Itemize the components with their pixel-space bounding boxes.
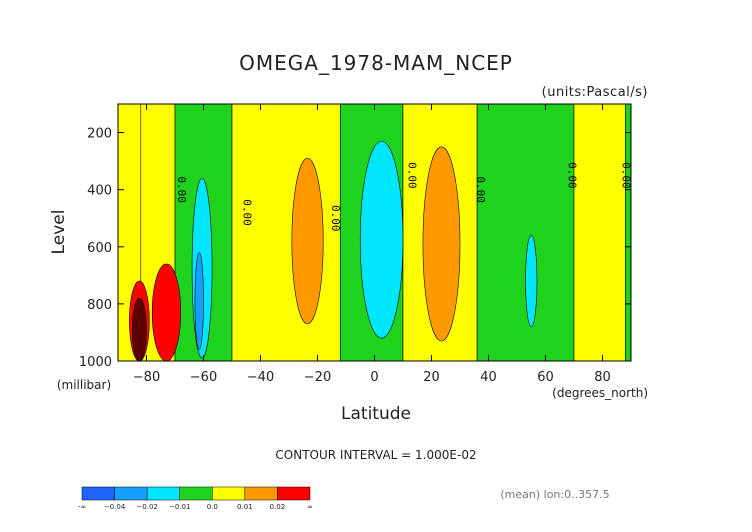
colorbar-tick-label-3: −0.01 xyxy=(169,503,190,511)
x-tick-label-1: −60 xyxy=(190,370,217,385)
y-axis-units: (millibar) xyxy=(57,378,111,392)
heatmap-cell-6 xyxy=(151,263,181,362)
x-axis-label: Latitude xyxy=(341,404,411,424)
x-tick-label-6: 40 xyxy=(480,370,497,385)
x-tick-label-2: −40 xyxy=(247,370,274,385)
contour-label-6: 0.00 xyxy=(619,162,632,189)
contour-label-5: 0.00 xyxy=(565,162,578,189)
colorbar-tick-labels: -∞ −0.04 −0.02 −0.01 0.0 0.01 0.02 ∞ xyxy=(78,503,313,511)
y-tick-label-1: 400 xyxy=(87,184,112,199)
colorbar xyxy=(81,486,311,501)
chart-title: OMEGA_1978-MAM_NCEP xyxy=(239,51,513,75)
y-tick-label-3: 800 xyxy=(87,298,112,313)
contour-label-2: 0.00 xyxy=(329,205,342,232)
y-axis-ticks: 200 400 600 800 1000 xyxy=(79,127,631,370)
x-tick-label-7: 60 xyxy=(537,370,554,385)
colorbar-swatch-0 xyxy=(81,486,115,501)
colorbar-tick-label-2: −0.02 xyxy=(136,503,157,511)
heatmap-cell-5 xyxy=(525,235,538,328)
y-tick-label-0: 200 xyxy=(87,127,112,142)
colorbar-swatch-1 xyxy=(114,486,148,501)
x-tick-label-5: 20 xyxy=(423,370,440,385)
heatmap-band-6 xyxy=(476,103,575,362)
colorbar-tick-label-7: ∞ xyxy=(307,503,313,511)
colorbar-tick-label-0: -∞ xyxy=(78,503,86,511)
contour-label-0: 0.00 xyxy=(175,176,188,203)
x-axis-units: (degrees_north) xyxy=(552,386,648,400)
contour-label-4: 0.00 xyxy=(474,176,487,203)
colorbar-swatch-5 xyxy=(244,486,278,501)
colorbar-swatch-3 xyxy=(179,486,213,501)
colorbar-tick-label-4: 0.0 xyxy=(207,503,218,511)
contour-label-3: 0.00 xyxy=(406,162,419,189)
heatmap-cell-1 xyxy=(422,146,461,342)
y-axis-label: Level xyxy=(49,210,69,255)
colorbar-swatch-4 xyxy=(212,486,246,501)
x-tick-label-4: 0 xyxy=(370,370,378,385)
contour-interval: CONTOUR INTERVAL = 1.000E-02 xyxy=(275,448,476,462)
x-tick-label-8: 80 xyxy=(594,370,611,385)
heatmap-band-7 xyxy=(573,103,626,362)
plot-area xyxy=(117,103,632,362)
y-tick-label-2: 600 xyxy=(87,241,112,256)
heatmap-cell-4 xyxy=(194,252,204,350)
contour-labels: 0.00 0.00 0.00 0.00 0.00 0.00 0.00 xyxy=(175,162,633,231)
heatmap-band-3 xyxy=(231,103,341,362)
colorbar-swatch-6 xyxy=(277,486,311,501)
units-label: (units:Pascal/s) xyxy=(542,85,648,100)
heatmap-band-8 xyxy=(624,103,632,362)
colorbar-tick-label-6: 0.02 xyxy=(270,503,286,511)
colorbar-swatch-2 xyxy=(146,486,180,501)
heatmap-cell-8 xyxy=(131,297,147,362)
footer-mean-lon: (mean) lon:0..357.5 xyxy=(500,488,609,501)
colorbar-tick-label-5: 0.01 xyxy=(237,503,253,511)
x-tick-label-3: −20 xyxy=(304,370,331,385)
contour-label-1: 0.00 xyxy=(240,199,253,226)
heatmap-cell-2 xyxy=(359,140,404,339)
y-tick-label-4: 1000 xyxy=(79,355,112,370)
x-tick-label-0: −80 xyxy=(133,370,160,385)
heatmap-cell-0 xyxy=(291,157,324,325)
x-axis-ticks: −80 −60 −40 −20 0 20 40 60 80 xyxy=(133,104,611,385)
colorbar-tick-label-1: −0.04 xyxy=(104,503,126,511)
